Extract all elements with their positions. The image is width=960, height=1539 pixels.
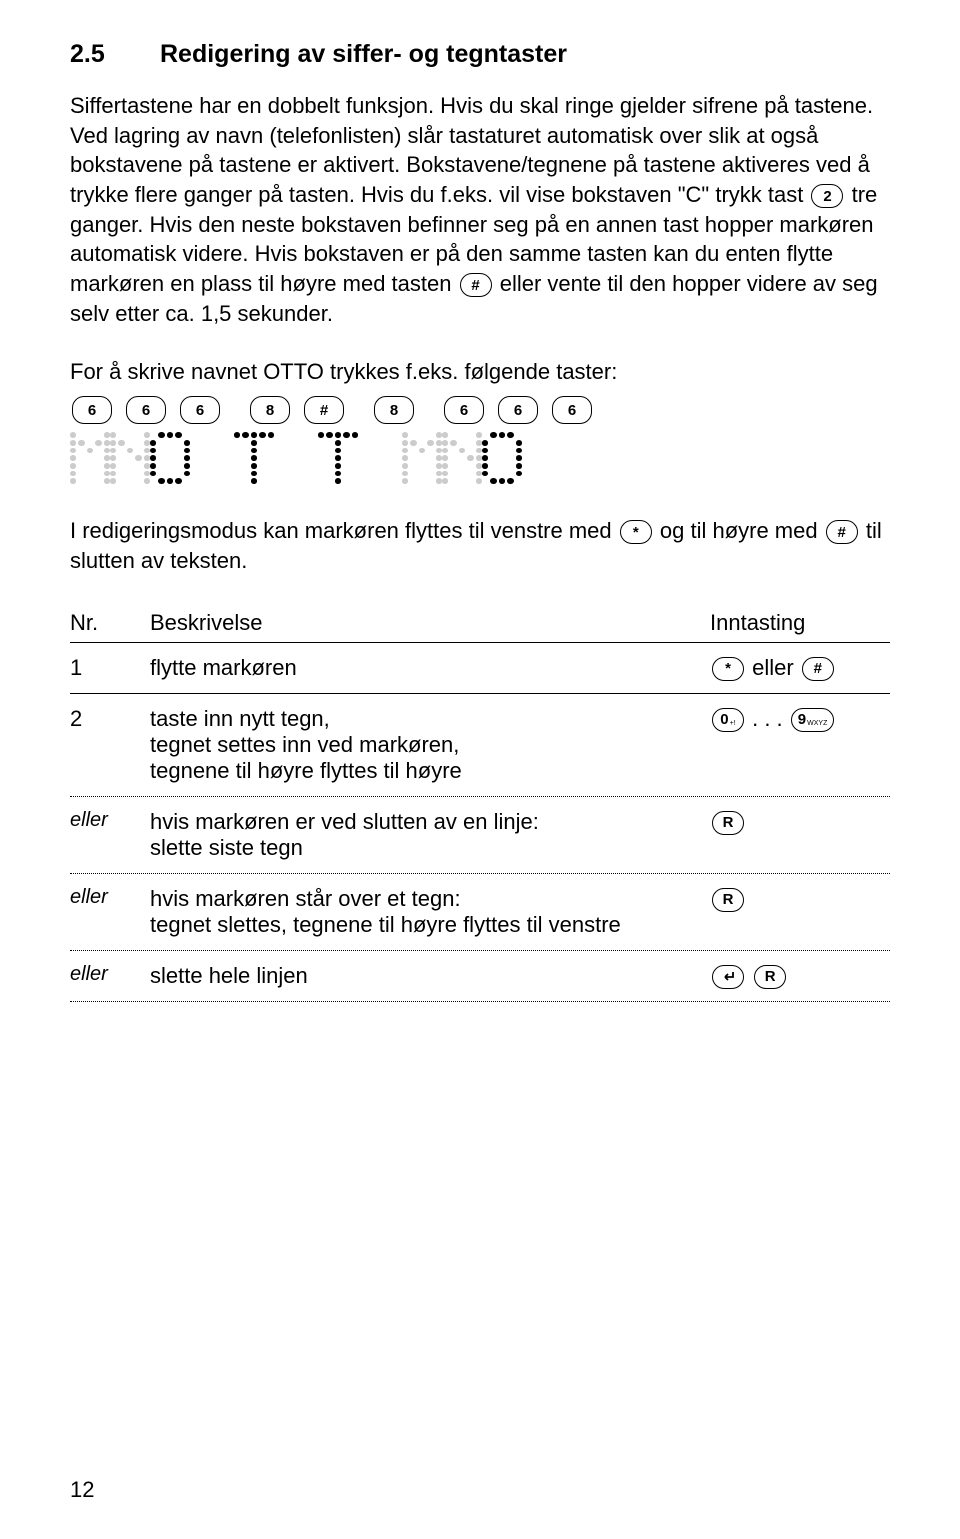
cell-desc: taste inn nytt tegn, tegnet settes inn v… (150, 706, 710, 784)
seq-key: 6 (180, 396, 220, 424)
cell-inp: R (710, 886, 890, 912)
key-star-icon: * (620, 520, 652, 544)
key-R-icon: R (712, 811, 744, 835)
cell-inp: * eller # (710, 655, 890, 681)
dotletter-T (318, 432, 358, 484)
paragraph-1: Siffertastene har en dobbelt funksjon. H… (70, 91, 890, 329)
table-row: 1 flytte markøren * eller # (70, 642, 890, 693)
dotletter-O (482, 432, 522, 484)
key-R-icon: R (754, 965, 786, 989)
table-subrow: eller slette hele linjen R (70, 950, 890, 1002)
paragraph-2: For å skrive navnet OTTO trykkes f.eks. … (70, 357, 890, 387)
table-header-row: Nr. Beskrivelse Inntasting (70, 604, 890, 642)
key-R-icon: R (712, 888, 744, 912)
inp-dots: . . . (746, 706, 789, 731)
dotletter-M (70, 432, 110, 484)
table-row: 2 taste inn nytt tegn, tegnet settes inn… (70, 693, 890, 796)
key-sequence-row: 6 6 6 8 # 8 6 6 6 (70, 396, 890, 424)
document-page: 2.5Redigering av siffer- og tegntaster S… (0, 0, 960, 1539)
paragraph-3: I redigeringsmodus kan markøren flyttes … (70, 516, 890, 575)
cell-nr: 2 (70, 706, 150, 732)
key-hash-icon: # (802, 657, 834, 681)
dotletter-N (110, 432, 150, 484)
section-heading: 2.5Redigering av siffer- og tegntaster (70, 40, 890, 69)
key-2-icon: 2 (811, 184, 843, 208)
seq-key: 8 (250, 396, 290, 424)
inp-text: eller (746, 655, 800, 680)
header-inp: Inntasting (710, 610, 890, 636)
dotletter-N (442, 432, 482, 484)
seq-key: 6 (498, 396, 538, 424)
cell-nr: eller (70, 886, 150, 909)
cell-nr: 1 (70, 655, 150, 681)
dotletter-T (234, 432, 274, 484)
seq-key: 8 (374, 396, 414, 424)
cell-inp: R (710, 809, 890, 835)
dotmatrix-group-3 (318, 432, 358, 484)
header-nr: Nr. (70, 610, 150, 636)
seq-key: 6 (72, 396, 112, 424)
seq-key: 6 (444, 396, 484, 424)
dotletter-M (402, 432, 442, 484)
dotmatrix-group-2 (234, 432, 274, 484)
heading-number: 2.5 (70, 40, 160, 69)
key-hash-icon: # (826, 520, 858, 544)
cell-desc: hvis markøren står over et tegn: tegnet … (150, 886, 710, 938)
page-number: 12 (70, 1477, 94, 1503)
cell-inp: 0+! . . . 9WXYZ (710, 706, 890, 732)
p3-text-b: og til høyre med (654, 518, 824, 543)
heading-title: Redigering av siffer- og tegntaster (160, 40, 567, 68)
cell-nr: eller (70, 963, 150, 986)
key-star-icon: * (712, 657, 744, 681)
key-9-icon: 9WXYZ (791, 708, 835, 732)
seq-key: 6 (552, 396, 592, 424)
dotmatrix-group-1 (70, 432, 190, 484)
dotmatrix-display (70, 432, 890, 484)
p3-text-a: I redigeringsmodus kan markøren flyttes … (70, 518, 618, 543)
header-desc: Beskrivelse (150, 610, 710, 636)
key-0-icon: 0+! (712, 708, 744, 732)
table-subrow: eller hvis markøren står over et tegn: t… (70, 873, 890, 950)
cell-inp: R (710, 963, 890, 989)
cell-nr: eller (70, 809, 150, 832)
cell-desc: hvis markøren er ved slutten av en linje… (150, 809, 710, 861)
instruction-table: Nr. Beskrivelse Inntasting 1 flytte mark… (70, 604, 890, 1002)
cell-desc: slette hele linjen (150, 963, 710, 989)
table-subrow: eller hvis markøren er ved slutten av en… (70, 796, 890, 873)
dotletter-O (150, 432, 190, 484)
key-hash-icon: # (460, 273, 492, 297)
p1-text-a: Siffertastene har en dobbelt funksjon. H… (70, 93, 873, 207)
seq-key: 6 (126, 396, 166, 424)
seq-key: # (304, 396, 344, 424)
key-enter-icon (712, 965, 744, 989)
dotmatrix-group-4 (402, 432, 522, 484)
cell-desc: flytte markøren (150, 655, 710, 681)
